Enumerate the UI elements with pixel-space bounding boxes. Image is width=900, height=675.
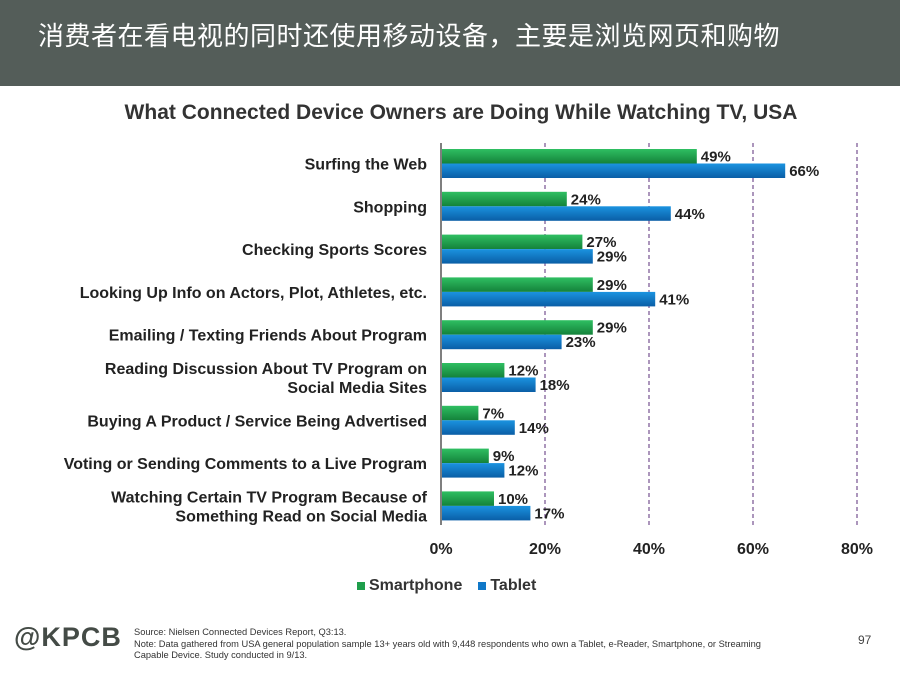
bar-tablet — [442, 420, 515, 435]
note-line-2: Capable Device. Study conducted in 9/13. — [134, 650, 308, 660]
data-label-tablet: 44% — [675, 206, 705, 223]
data-label-tablet: 17% — [534, 505, 564, 522]
bar-tablet — [442, 163, 786, 178]
data-label-tablet: 14% — [519, 420, 549, 437]
data-label-tablet: 12% — [508, 463, 538, 480]
source-line: Source: Nielsen Connected Devices Report… — [134, 627, 347, 637]
data-label-smartphone: 12% — [508, 363, 538, 380]
data-label-smartphone: 29% — [597, 320, 627, 337]
data-label-smartphone: 29% — [597, 277, 627, 294]
bar-tablet — [442, 249, 593, 264]
bar-tablet — [442, 463, 505, 478]
bar-smartphone — [442, 448, 489, 464]
data-label-smartphone: 7% — [482, 405, 504, 422]
bars — [442, 149, 786, 521]
legend-item-tablet: Tablet — [478, 577, 536, 595]
category-label: Shopping — [353, 199, 427, 216]
legend-item-smartphone: Smartphone — [357, 577, 462, 595]
data-label-tablet: 66% — [789, 163, 819, 180]
bar-smartphone — [442, 405, 479, 421]
category-label: Surfing the Web — [305, 157, 428, 174]
category-label: Checking Sports Scores — [242, 242, 427, 259]
bar-smartphone — [442, 191, 567, 207]
bar-smartphone — [442, 149, 697, 164]
x-tick-label: 80% — [841, 541, 873, 558]
bar-tablet — [442, 291, 656, 307]
bar-smartphone — [442, 277, 593, 292]
source-note: Source: Nielsen Connected Devices Report… — [134, 627, 834, 662]
bar-tablet — [442, 377, 536, 392]
legend: Smartphone Tablet — [357, 577, 536, 595]
legend-label-smartphone: Smartphone — [369, 577, 463, 594]
data-label-tablet: 29% — [597, 249, 627, 266]
category-label: Emailing / Texting Friends About Program — [109, 328, 427, 345]
smartphone-swatch-icon — [357, 582, 365, 590]
note-line-1: Note: Data gathered from USA general pop… — [134, 638, 761, 649]
category-label: Looking Up Info on Actors, Plot, Athlete… — [80, 285, 427, 302]
bar-tablet — [442, 505, 531, 521]
bar-smartphone — [442, 491, 494, 506]
banner-title: 消费者在看电视的同时还使用移动设备，主要是浏览网页和购物 — [0, 0, 900, 86]
x-tick-label: 0% — [429, 541, 452, 558]
data-label-tablet: 18% — [540, 377, 570, 394]
category-label: Something Read on Social Media — [175, 508, 427, 525]
category-label: Voting or Sending Comments to a Live Pro… — [64, 456, 427, 473]
data-label-smartphone: 9% — [493, 448, 515, 465]
x-tick-label: 20% — [529, 541, 561, 558]
bar-smartphone — [442, 320, 593, 335]
bar-tablet — [442, 334, 562, 350]
data-label-tablet: 23% — [566, 334, 596, 351]
data-label-smartphone: 10% — [498, 491, 528, 508]
category-label: Reading Discussion About TV Program on — [105, 361, 427, 378]
bar-smartphone — [442, 363, 505, 378]
kpcb-logo: @KPCB — [14, 622, 122, 652]
category-label: Social Media Sites — [287, 380, 427, 397]
data-label-smartphone: 49% — [701, 149, 731, 166]
chart-title: What Connected Device Owners are Doing W… — [124, 101, 798, 124]
data-label-smartphone: 24% — [571, 191, 601, 208]
labels: 0% 20% 40% 60% 80% 49% 66% Surfing the Web 24% 44… — [64, 149, 873, 559]
data-label-smartphone: 27% — [586, 234, 616, 251]
data-label-tablet: 41% — [659, 291, 689, 308]
tablet-swatch-icon — [478, 582, 487, 590]
x-tick-label: 60% — [737, 541, 769, 558]
bar-smartphone — [442, 234, 583, 250]
category-label: Watching Certain TV Program Because of — [111, 489, 428, 506]
x-tick-label: 40% — [633, 541, 665, 558]
legend-label-tablet: Tablet — [490, 577, 537, 594]
category-label: Buying A Product / Service Being Adverti… — [87, 413, 427, 430]
page-number: 97 — [858, 633, 872, 647]
bar-tablet — [442, 206, 671, 221]
